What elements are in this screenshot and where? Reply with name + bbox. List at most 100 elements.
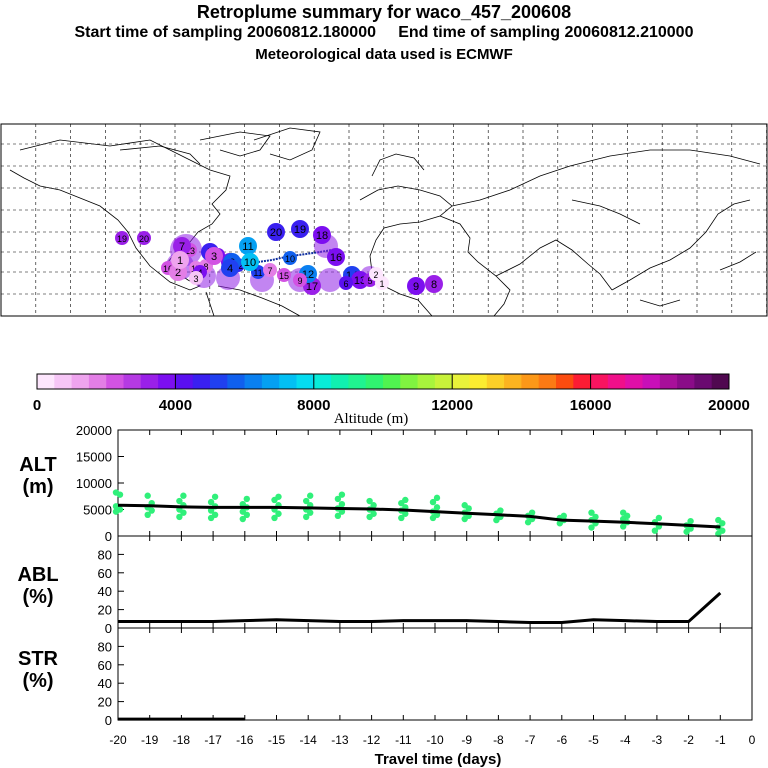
colorbar-cell xyxy=(711,374,730,389)
x-tick-label: -17 xyxy=(204,733,222,747)
panel-str: 0 20 40 60 80 STR(%) xyxy=(18,627,753,728)
x-tick-label: -1 xyxy=(715,733,726,747)
altitude-point xyxy=(303,513,310,521)
colorbar-cell xyxy=(607,374,626,389)
altitude-point xyxy=(239,515,246,523)
panel-ylabel: (m) xyxy=(22,476,53,498)
x-tick-label: -4 xyxy=(620,733,631,747)
plume-marker xyxy=(339,276,353,290)
altitude-point xyxy=(275,510,282,517)
altitude-point xyxy=(334,495,342,503)
altitude-point xyxy=(402,496,409,504)
altitude-point xyxy=(560,512,567,520)
colorbar-cell xyxy=(106,374,124,389)
plume-marker-label: 19 xyxy=(294,224,306,236)
altitude-point xyxy=(243,495,250,503)
colorbar-tick-label: 20000 xyxy=(708,397,750,414)
series-line xyxy=(117,503,721,529)
colorbar-cell xyxy=(521,374,540,389)
colorbar-cell xyxy=(452,374,470,389)
colorbar-cell xyxy=(573,374,592,389)
altitude-point xyxy=(715,516,722,524)
colorbar-cell xyxy=(694,374,713,389)
altitude-point xyxy=(307,492,314,499)
x-tick-label: -19 xyxy=(141,733,159,747)
plume-marker xyxy=(241,253,259,271)
colorbar-cell xyxy=(677,374,695,389)
plume-marker-label: 2 xyxy=(373,270,378,280)
y-tick-label: 20 xyxy=(98,603,112,618)
altitude-point xyxy=(144,511,151,518)
plume-marker-label: 1 xyxy=(177,255,183,267)
x-tick-label: -5 xyxy=(588,733,599,747)
colorbar-cell xyxy=(71,374,90,389)
plume-marker-label: 8 xyxy=(431,279,437,291)
colorbar-cell xyxy=(313,374,332,389)
altitude-point xyxy=(112,489,120,496)
altitude-point xyxy=(176,497,183,505)
colorbar-cell xyxy=(158,374,176,389)
altitude-point xyxy=(239,501,246,508)
colorbar-cell xyxy=(54,374,73,389)
plume-marker xyxy=(171,251,189,269)
panel-frame xyxy=(117,535,753,629)
colorbar-tick-label: 12000 xyxy=(431,397,473,414)
plume-marker xyxy=(189,271,203,285)
panel-ylabel: (%) xyxy=(22,670,53,692)
colorbar-cell xyxy=(37,374,55,389)
x-tick-label: -6 xyxy=(556,733,567,747)
plume-marker xyxy=(291,220,309,238)
plume-marker xyxy=(351,271,369,289)
panel-ylabel: ABL xyxy=(17,564,58,586)
x-tick-label: -7 xyxy=(525,733,536,747)
colorbar-label: Altitude (m) xyxy=(334,411,409,427)
altitude-point xyxy=(207,507,215,514)
altitude-point xyxy=(429,498,437,506)
x-tick-label: -16 xyxy=(236,733,254,747)
x-tick-label: -15 xyxy=(268,733,286,747)
plume-marker xyxy=(173,237,191,255)
y-tick-label: 80 xyxy=(98,547,112,562)
altitude-point xyxy=(211,493,219,500)
x-tick-label: -2 xyxy=(683,733,694,747)
plume-marker-label: 17 xyxy=(306,281,318,293)
x-tick-label: -8 xyxy=(493,733,504,747)
plume-marker-label: 20 xyxy=(270,227,282,239)
y-tick-label: 40 xyxy=(98,676,112,691)
plume-marker-label: 5 xyxy=(367,276,372,286)
plume-marker-label: 2 xyxy=(175,267,181,279)
altitude-point xyxy=(112,503,120,510)
plume-trajectory: 2020191918181717161615151414131312121111… xyxy=(115,220,443,295)
y-tick-label: 20 xyxy=(98,695,112,710)
met-data-line: Meteorological data used is ECMWF xyxy=(255,46,513,63)
plume-marker-label: 15 xyxy=(279,271,289,281)
colorbar-cell xyxy=(400,374,419,389)
world-map: 2020191918181717161615151414131312121111… xyxy=(0,123,768,317)
plume-marker-label: 11 xyxy=(242,241,253,253)
altitude-point xyxy=(211,511,219,518)
plume-marker-label: 20 xyxy=(139,234,149,244)
colorbar-cell xyxy=(365,374,384,389)
plume-marker xyxy=(205,247,223,265)
x-axis-label: Travel time (days) xyxy=(375,751,502,768)
panel-ylabel: STR xyxy=(18,648,59,670)
altitude-point xyxy=(180,492,187,499)
plume-marker-label: 10 xyxy=(285,254,295,264)
x-tick-label: -3 xyxy=(652,733,663,747)
colorbar-cell xyxy=(210,374,228,389)
plume-marker-label: 7 xyxy=(267,266,272,276)
colorbar-cell xyxy=(590,374,609,389)
colorbar-cell xyxy=(642,374,661,389)
plume-marker-label: 16 xyxy=(163,264,173,274)
map-coastlines xyxy=(9,127,761,317)
x-tick-label: 0 xyxy=(749,733,756,747)
plume-marker-label: 9 xyxy=(297,276,302,286)
y-tick-label: 80 xyxy=(98,639,112,654)
y-tick-label: 60 xyxy=(98,566,112,581)
colorbar-cell xyxy=(140,374,159,389)
colorbar-cell xyxy=(279,374,297,389)
altitude-point xyxy=(370,510,377,517)
altitude-point xyxy=(271,514,278,522)
altitude-point xyxy=(275,493,282,500)
x-tick-label: -18 xyxy=(173,733,191,747)
